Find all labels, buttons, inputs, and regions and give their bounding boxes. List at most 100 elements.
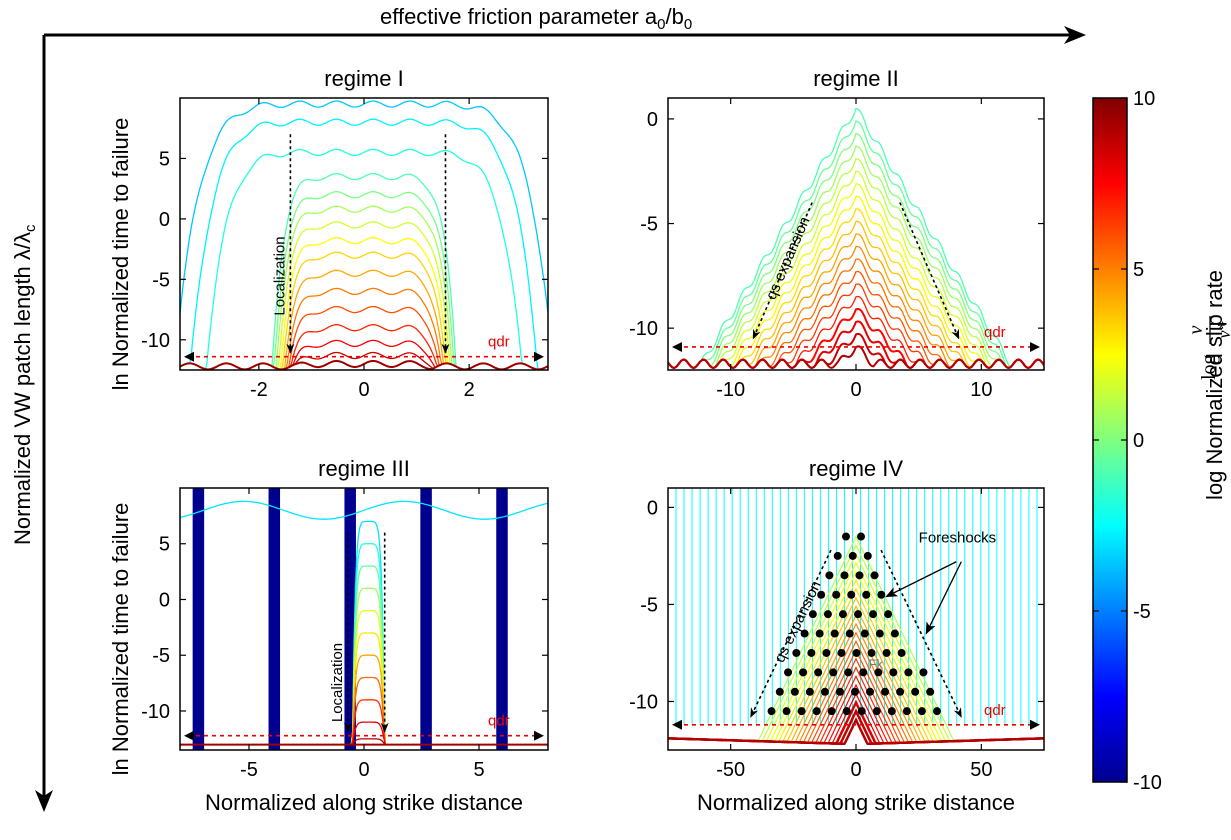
panel-4: -50 0 50 0 -5 -10 regime IV Normalized along st… <box>629 456 1045 815</box>
y-tick-label: 0 <box>647 497 658 519</box>
qdr-label: qdr <box>488 334 510 351</box>
foreshock-dot <box>869 610 878 619</box>
localization-label: Localization <box>329 643 346 722</box>
foreshock-dot <box>823 610 832 619</box>
contour-line <box>668 245 1044 369</box>
foreshock-dot <box>863 551 872 560</box>
contour-line <box>668 107 1044 369</box>
foreshock-dot <box>870 571 879 580</box>
dark-stripe <box>496 488 508 750</box>
y-tick-label: 5 <box>159 148 170 170</box>
foreshock-dot <box>919 668 928 677</box>
y-tick-label: -5 <box>152 269 170 291</box>
plot-area <box>180 100 548 370</box>
y-tick-label: -5 <box>640 594 658 616</box>
contour-line <box>180 118 548 370</box>
colorbar-label: log Normalized slip rate <box>1202 270 1227 500</box>
plot-area <box>668 488 1044 746</box>
foreshock-dot <box>842 707 851 716</box>
left-axis-arrow: Normalized VW patch length λ/λc <box>10 35 53 812</box>
panel-3: -5 0 5 5 0 -5 -10 regime III ln Normalized time … <box>108 456 549 815</box>
x-tick-label: 50 <box>970 759 992 781</box>
y-tick-label: 0 <box>159 209 170 231</box>
qdr-label: qdr <box>984 324 1006 341</box>
contour-line <box>668 132 1044 369</box>
fk-label: Fk <box>869 656 884 671</box>
foreshock-dot <box>911 687 920 696</box>
x-axis-label: Normalized along strike distance <box>205 790 523 815</box>
top-axis-label: effective friction parameter a0/b0 <box>380 4 692 33</box>
foreshock-dot <box>897 648 906 657</box>
foreshock-dot <box>837 648 846 657</box>
colorbar-tick-label: 0 <box>1133 430 1144 452</box>
foreshock-dot <box>825 571 834 580</box>
dark-stripe <box>420 488 432 750</box>
foreshock-dot <box>867 648 876 657</box>
contour-line <box>668 145 1044 369</box>
contour-line <box>180 148 548 370</box>
qdr-label: qdr <box>488 713 510 730</box>
foreshock-dot <box>767 707 776 716</box>
foreshock-dot <box>782 707 791 716</box>
contour-line <box>180 676 548 746</box>
y-tick-label: -5 <box>640 214 658 236</box>
panel-2: -10 0 10 0 -5 -10 regime II qdr qs expansion <box>629 66 1045 401</box>
foreshock-dot <box>850 687 859 696</box>
plot-area <box>180 488 548 750</box>
y-tick-label: 0 <box>647 109 658 131</box>
foreshock-dot <box>884 610 893 619</box>
foreshock-dot <box>872 707 881 716</box>
foreshock-dot <box>790 687 799 696</box>
foreshock-dot <box>841 532 850 541</box>
foreshock-dot <box>877 590 886 599</box>
colorbar-tick-label: 5 <box>1133 259 1144 281</box>
y-tick-label: -5 <box>152 645 170 667</box>
dark-stripe <box>344 488 356 750</box>
panel-1: -2 0 2 5 0 -5 -10 regime I ln Normalized time to… <box>108 66 549 401</box>
foreshock-dot <box>833 551 842 560</box>
foreshock-dot <box>881 687 890 696</box>
y-axis-label: ln Normalized time to failure <box>108 503 133 776</box>
contour-line <box>668 120 1044 369</box>
y-tick-label: 5 <box>159 534 170 556</box>
x-tick-label: 0 <box>358 759 369 781</box>
foreshock-dot <box>887 707 896 716</box>
y-tick-label: -10 <box>141 330 170 352</box>
x-tick-label: 2 <box>464 379 475 401</box>
dark-stripe <box>192 488 205 750</box>
foreshock-dot <box>775 687 784 696</box>
plot-frame <box>179 97 549 371</box>
svg-text:log: log <box>1198 354 1220 380</box>
x-tick-label: -10 <box>716 379 745 401</box>
foreshock-dot <box>820 687 829 696</box>
panel-title: regime I <box>324 66 403 91</box>
contour-line <box>180 269 548 370</box>
dark-stripe <box>268 488 281 750</box>
foreshock-dot <box>859 668 868 677</box>
foreshock-dot <box>860 629 869 638</box>
foreshock-dot <box>815 629 824 638</box>
foreshock-dot <box>817 590 826 599</box>
foreshock-dot <box>862 590 871 599</box>
contour-line <box>668 157 1044 369</box>
y-axis-label: ln Normalized time to failure <box>108 118 133 391</box>
foreshock-dot <box>854 610 863 619</box>
foreshock-dot <box>844 668 853 677</box>
y-tick-label: -10 <box>629 691 658 713</box>
foreshock-dot <box>917 707 926 716</box>
foreshock-dot <box>875 629 884 638</box>
colorbar-formula: log v v* <box>1185 316 1231 380</box>
foreshock-dot <box>805 687 814 696</box>
contour-line <box>668 716 1044 746</box>
foreshock-dot <box>827 707 836 716</box>
foreshock-dot <box>889 668 898 677</box>
foreshock-dot <box>800 629 809 638</box>
x-tick-label: -50 <box>716 759 745 781</box>
colorbar-tick-label: -10 <box>1133 772 1162 794</box>
x-tick-label: -2 <box>250 379 268 401</box>
localization-label: Localization <box>271 236 288 315</box>
foreshock-dot <box>792 648 801 657</box>
foreshock-dot <box>822 648 831 657</box>
panel-title: regime II <box>813 66 899 91</box>
